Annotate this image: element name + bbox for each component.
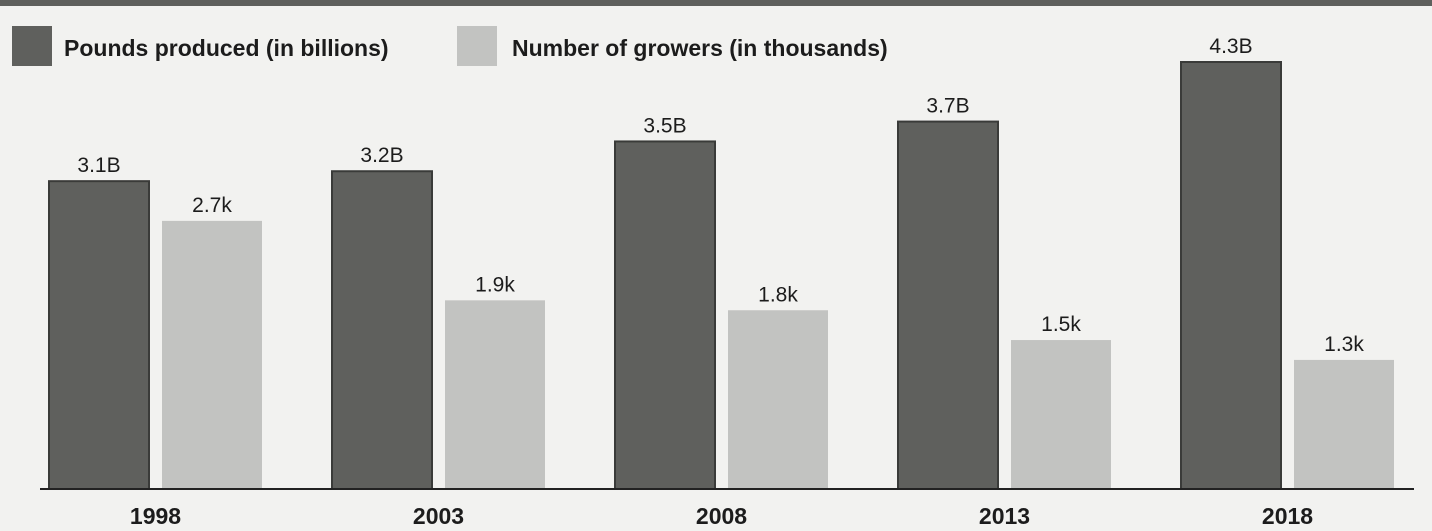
data-label-2008-series-1: 1.8k bbox=[758, 283, 798, 306]
bar-1998-series-0 bbox=[48, 180, 150, 491]
bar-2018-series-0 bbox=[1180, 61, 1282, 490]
x-tick-label-2008: 2008 bbox=[696, 503, 747, 529]
legend: Pounds produced (in billions) Number of g… bbox=[12, 26, 888, 66]
data-label-2003-series-0: 3.2B bbox=[360, 144, 403, 167]
bar-2008-series-1 bbox=[728, 310, 828, 489]
x-tick-label-2018: 2018 bbox=[1262, 503, 1313, 529]
data-label-2013-series-1: 1.5k bbox=[1041, 313, 1081, 336]
data-label-1998-series-1: 2.7k bbox=[192, 194, 232, 217]
bar-2013-series-1 bbox=[1011, 340, 1111, 489]
legend-swatch-1 bbox=[457, 26, 497, 66]
data-label-2013-series-0: 3.7B bbox=[926, 95, 969, 118]
x-tick-label-2013: 2013 bbox=[979, 503, 1030, 529]
bar-1998-series-1 bbox=[162, 220, 262, 489]
x-tick-label-2003: 2003 bbox=[413, 503, 464, 529]
data-label-1998-series-0: 3.1B bbox=[77, 154, 120, 177]
bar-2008-series-0 bbox=[614, 140, 716, 490]
data-label-2018-series-1: 1.3k bbox=[1324, 333, 1364, 356]
data-label-2008-series-0: 3.5B bbox=[643, 114, 686, 137]
bar-2013-series-0 bbox=[897, 120, 999, 491]
bar-2003-series-0 bbox=[331, 170, 433, 491]
x-tick-label-1998: 1998 bbox=[130, 503, 181, 529]
x-axis-ticks: 1998 2003 2008 2013 2018 bbox=[130, 503, 1313, 529]
data-label-2003-series-1: 1.9k bbox=[475, 273, 515, 296]
value-labels: 3.1B 2.7k 3.2B 1.9k 3.5B 1.8k 3.7B 1.5k 4.3B 1.3k bbox=[77, 35, 1364, 356]
bars bbox=[48, 61, 1394, 491]
bar-2018-series-1 bbox=[1294, 359, 1394, 489]
legend-swatch-0 bbox=[12, 26, 52, 66]
legend-label-1: Number of growers (in thousands) bbox=[512, 35, 888, 61]
legend-label-0: Pounds produced (in billions) bbox=[64, 35, 389, 61]
top-frame-band bbox=[0, 0, 1432, 6]
data-label-2018-series-0: 4.3B bbox=[1209, 35, 1252, 58]
bar-2003-series-1 bbox=[445, 300, 545, 489]
